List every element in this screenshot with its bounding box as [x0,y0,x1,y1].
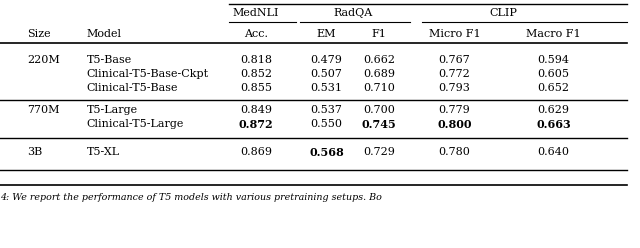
Text: 0.662: 0.662 [363,55,395,65]
Text: Clinical-T5-Base: Clinical-T5-Base [86,83,178,93]
Text: 770M: 770M [27,105,60,115]
Text: Size: Size [27,29,51,39]
Text: 0.663: 0.663 [536,119,571,129]
Text: 0.779: 0.779 [438,105,470,115]
Text: 0.780: 0.780 [438,147,470,157]
Text: Clinical-T5-Base-Ckpt: Clinical-T5-Base-Ckpt [86,69,209,79]
Text: 0.479: 0.479 [310,55,342,65]
Text: 0.700: 0.700 [363,105,395,115]
Text: 0.531: 0.531 [310,83,342,93]
Text: 0.745: 0.745 [362,119,396,129]
Text: Acc.: Acc. [244,29,268,39]
Text: 0.855: 0.855 [240,83,272,93]
Text: 0.594: 0.594 [538,55,570,65]
Text: 0.507: 0.507 [310,69,342,79]
Text: 0.605: 0.605 [538,69,570,79]
Text: Macro F1: Macro F1 [526,29,581,39]
Text: EM: EM [317,29,336,39]
Text: 0.772: 0.772 [438,69,470,79]
Text: 0.818: 0.818 [240,55,272,65]
Text: 0.568: 0.568 [309,147,344,157]
Text: 0.869: 0.869 [240,147,272,157]
Text: RadQA: RadQA [333,8,372,18]
Text: 0.767: 0.767 [438,55,470,65]
Text: 0.550: 0.550 [310,119,342,129]
Text: F1: F1 [371,29,387,39]
Text: 0.872: 0.872 [239,119,273,129]
Text: 220M: 220M [27,55,60,65]
Text: 0.689: 0.689 [363,69,395,79]
Text: 0.652: 0.652 [538,83,570,93]
Text: MedNLI: MedNLI [233,8,279,18]
Text: 4: We report the performance of T5 models with various pretraining setups. Bo: 4: We report the performance of T5 model… [0,193,382,203]
Text: 0.629: 0.629 [538,105,570,115]
Text: Micro F1: Micro F1 [429,29,480,39]
Text: 3B: 3B [27,147,42,157]
Text: 0.800: 0.800 [437,119,472,129]
Text: 0.640: 0.640 [538,147,570,157]
Text: 0.793: 0.793 [438,83,470,93]
Text: 0.852: 0.852 [240,69,272,79]
Text: CLIP: CLIP [490,8,518,18]
Text: 0.710: 0.710 [363,83,395,93]
Text: 0.849: 0.849 [240,105,272,115]
Text: Clinical-T5-Large: Clinical-T5-Large [86,119,184,129]
Text: T5-XL: T5-XL [86,147,120,157]
Text: T5-Base: T5-Base [86,55,132,65]
Text: 0.537: 0.537 [310,105,342,115]
Text: Model: Model [86,29,122,39]
Text: T5-Large: T5-Large [86,105,138,115]
Text: 0.729: 0.729 [363,147,395,157]
